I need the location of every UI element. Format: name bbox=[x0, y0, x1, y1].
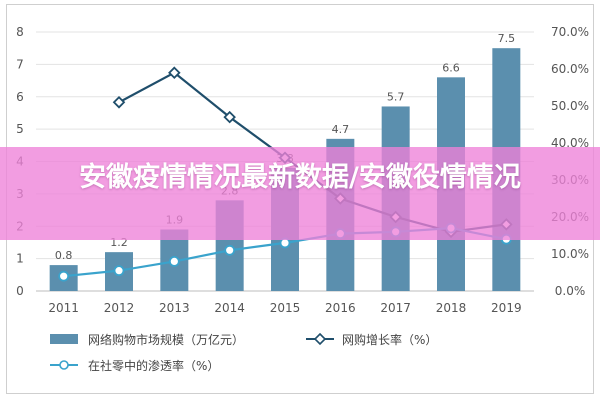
bar-data-label: 0.8 bbox=[55, 249, 73, 262]
bar-data-label: 5.7 bbox=[387, 90, 405, 103]
legend-swatch-bar bbox=[50, 334, 78, 344]
title-banner bbox=[0, 147, 600, 240]
legend-marker bbox=[313, 332, 327, 346]
y-right-tick-label: 70.0% bbox=[551, 25, 589, 39]
y-left-tick-label: 1 bbox=[16, 252, 24, 266]
data-point bbox=[168, 66, 181, 79]
data-point bbox=[168, 255, 180, 267]
bar-data-label: 4.7 bbox=[332, 123, 350, 136]
y-right-tick-label: 10.0% bbox=[551, 247, 589, 261]
x-tick-label: 2012 bbox=[104, 301, 135, 315]
bar-data-label: 7.5 bbox=[498, 32, 516, 45]
x-tick-label: 2016 bbox=[325, 301, 356, 315]
y-left-tick-label: 5 bbox=[16, 122, 24, 136]
y-left-tick-label: 8 bbox=[16, 25, 24, 39]
legend-label: 网购增长率（%） bbox=[342, 332, 437, 347]
data-point bbox=[113, 265, 125, 277]
x-tick-label: 2011 bbox=[48, 301, 79, 315]
y-right-tick-label: 0.0% bbox=[555, 284, 586, 298]
legend-marker bbox=[59, 360, 69, 370]
data-point bbox=[58, 270, 70, 282]
y-right-tick-label: 40.0% bbox=[551, 136, 589, 150]
x-tick-label: 2015 bbox=[270, 301, 301, 315]
y-left-tick-label: 7 bbox=[16, 57, 24, 71]
banner-title: 安徽疫情情况最新数据/安徽役情情况 bbox=[79, 162, 521, 193]
data-point bbox=[224, 244, 236, 256]
x-tick-label: 2014 bbox=[214, 301, 245, 315]
data-point bbox=[223, 110, 236, 124]
bar-data-label: 6.6 bbox=[442, 61, 460, 74]
x-tick-label: 2018 bbox=[436, 301, 467, 315]
x-tick-label: 2013 bbox=[159, 301, 190, 315]
y-left-tick-label: 6 bbox=[16, 90, 24, 104]
legend-label: 在社零中的渗透率（%） bbox=[88, 358, 219, 373]
y-left-tick-label: 0 bbox=[16, 284, 24, 298]
x-tick-label: 2019 bbox=[491, 301, 522, 315]
x-tick-label: 2017 bbox=[380, 301, 411, 315]
legend-label: 网络购物市场规模（万亿元） bbox=[88, 332, 244, 347]
y-right-tick-label: 60.0% bbox=[551, 62, 589, 76]
data-point bbox=[112, 96, 126, 109]
y-right-tick-label: 50.0% bbox=[551, 99, 589, 113]
